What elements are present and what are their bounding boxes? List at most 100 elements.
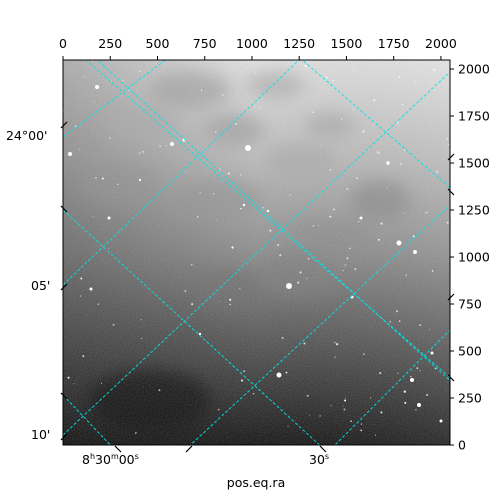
star	[373, 125, 375, 127]
star	[436, 170, 439, 173]
star	[362, 130, 365, 133]
star	[107, 216, 111, 220]
star	[227, 172, 230, 175]
star	[352, 69, 355, 71]
star	[353, 108, 355, 110]
star	[311, 111, 314, 113]
star	[403, 149, 406, 152]
star	[95, 85, 99, 89]
star	[412, 235, 415, 238]
star	[329, 169, 332, 171]
star	[336, 343, 339, 346]
star	[158, 389, 161, 392]
right-tick-label: 2000	[458, 62, 490, 77]
star	[285, 371, 288, 374]
star	[109, 137, 111, 139]
star	[433, 68, 436, 71]
star	[190, 263, 193, 266]
right-pixel-axis: 2000 1750 1500 1250 1000 750 500 250 0	[450, 62, 490, 453]
star	[184, 290, 187, 292]
star	[100, 382, 103, 385]
star	[259, 106, 261, 108]
x-axis-title: pos.eq.ra	[227, 475, 285, 490]
star	[350, 420, 352, 423]
star	[303, 342, 306, 345]
star	[425, 211, 428, 214]
star	[212, 193, 215, 195]
ra-label-30s: 30s	[309, 452, 329, 467]
star	[419, 370, 421, 372]
star	[432, 81, 433, 83]
star	[231, 246, 234, 249]
star	[269, 229, 272, 232]
star	[417, 403, 421, 407]
star	[413, 250, 417, 254]
star	[410, 375, 412, 378]
star	[140, 337, 143, 339]
star	[68, 152, 72, 156]
star-field	[63, 60, 450, 436]
star	[426, 393, 429, 396]
star	[358, 220, 360, 223]
star	[93, 101, 95, 103]
star	[306, 394, 309, 397]
star	[92, 216, 94, 218]
star	[240, 379, 244, 382]
star	[200, 89, 203, 92]
star	[82, 355, 85, 358]
star	[357, 165, 359, 167]
star	[97, 303, 100, 305]
ra-gridline	[85, 60, 450, 379]
star	[170, 142, 174, 146]
star	[431, 270, 434, 272]
right-tick-label: 1500	[458, 156, 490, 171]
star	[447, 143, 450, 146]
star	[199, 192, 201, 194]
right-tick-label: 1750	[458, 109, 490, 124]
star	[348, 247, 351, 250]
star	[277, 243, 280, 247]
star	[446, 221, 449, 224]
ra-gridline	[63, 394, 111, 445]
star	[138, 152, 141, 154]
star	[253, 106, 255, 108]
star	[398, 76, 401, 79]
star	[370, 397, 372, 399]
star	[333, 208, 335, 211]
top-pixel-axis: 0 250 500 750 1000 1250 1500 1750 2000	[59, 36, 457, 60]
dec-label-10: 10'	[31, 427, 50, 442]
star	[239, 287, 241, 289]
star	[397, 372, 399, 374]
star	[108, 248, 110, 249]
star	[138, 178, 141, 182]
star	[80, 295, 82, 297]
plot-frame	[62, 59, 451, 446]
right-tick-label: 250	[458, 391, 482, 406]
star	[219, 301, 220, 303]
right-tick-label: 1250	[458, 203, 490, 218]
star	[111, 79, 112, 81]
star	[414, 80, 416, 82]
star	[317, 224, 319, 226]
star	[319, 415, 321, 417]
star	[334, 356, 336, 358]
star	[219, 168, 221, 170]
star	[135, 432, 137, 434]
star	[279, 254, 282, 257]
right-tick-label: 750	[458, 297, 482, 312]
star	[140, 319, 142, 321]
star	[405, 274, 407, 276]
star	[128, 89, 130, 91]
top-tick-label: 500	[146, 36, 170, 51]
star	[398, 320, 401, 322]
star	[289, 194, 291, 196]
star	[276, 372, 282, 378]
star	[73, 383, 75, 385]
right-tick-label: 1000	[458, 250, 490, 265]
star	[356, 177, 359, 180]
star	[142, 150, 145, 153]
star	[360, 423, 363, 425]
star	[222, 94, 224, 96]
star	[235, 123, 237, 125]
star	[346, 257, 349, 260]
